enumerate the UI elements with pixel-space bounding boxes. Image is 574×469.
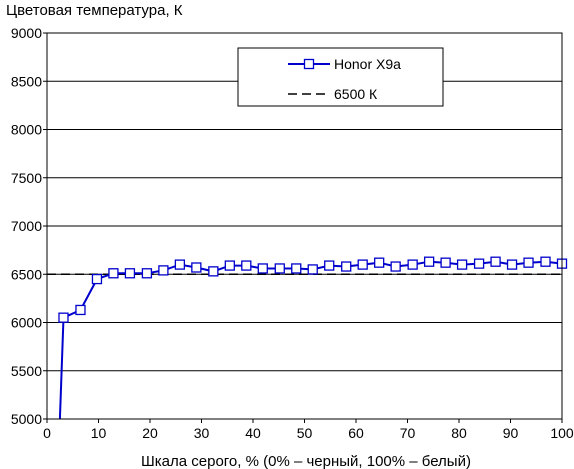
y-tick-label: 8500 bbox=[11, 73, 42, 89]
x-tick-label: 80 bbox=[451, 425, 467, 441]
data-point bbox=[124, 268, 136, 279]
legend-box bbox=[237, 47, 444, 107]
y-tick-label: 7000 bbox=[11, 218, 42, 234]
data-point bbox=[75, 304, 86, 316]
data-point bbox=[108, 268, 119, 279]
data-point bbox=[341, 261, 352, 272]
y-tick-label: 7500 bbox=[11, 170, 42, 186]
data-point bbox=[423, 256, 435, 267]
x-tick-label: 90 bbox=[503, 425, 519, 441]
x-tick-label: 20 bbox=[142, 425, 158, 441]
data-point bbox=[540, 256, 551, 267]
data-point bbox=[506, 259, 518, 270]
series-layer bbox=[47, 256, 568, 420]
x-axis-title: Шкала серого, % (0% – черный, 100% – бел… bbox=[141, 453, 471, 469]
x-tick-label: 50 bbox=[297, 425, 313, 441]
data-point bbox=[357, 259, 368, 270]
x-tick-label: 100 bbox=[550, 425, 574, 441]
data-point bbox=[208, 266, 219, 277]
x-tick-labels: 0 10 20 30 40 50 60 70 80 90 100 bbox=[43, 425, 574, 441]
y-tick-label: 5000 bbox=[11, 411, 42, 427]
legend-marker-honor-x9a bbox=[303, 58, 315, 70]
data-point bbox=[440, 257, 451, 268]
y-tick-label: 6000 bbox=[11, 315, 42, 331]
data-point bbox=[158, 265, 169, 276]
x-tick-label: 70 bbox=[400, 425, 416, 441]
data-point bbox=[374, 257, 385, 268]
data-point bbox=[307, 264, 318, 275]
data-point bbox=[274, 263, 285, 274]
data-point bbox=[91, 273, 103, 285]
data-point bbox=[390, 261, 401, 272]
data-point bbox=[241, 260, 252, 271]
y-axis-title: Цветовая температура, К bbox=[6, 2, 183, 19]
data-point bbox=[473, 258, 485, 269]
legend-label-honor-x9a: Honor X9a bbox=[334, 56, 401, 72]
legend: Honor X9a 6500 К bbox=[237, 47, 444, 107]
y-tick-label: 9000 bbox=[11, 25, 42, 41]
data-point bbox=[224, 260, 235, 271]
data-point bbox=[58, 312, 69, 323]
y-tick-label: 6500 bbox=[11, 266, 42, 282]
data-point bbox=[324, 260, 335, 271]
data-point bbox=[523, 257, 534, 268]
data-point bbox=[456, 259, 468, 270]
x-tick-label: 10 bbox=[91, 425, 107, 441]
data-point bbox=[257, 263, 268, 274]
data-point bbox=[141, 268, 153, 279]
data-point bbox=[291, 263, 302, 274]
y-tick-label: 8000 bbox=[11, 122, 42, 138]
x-tick-label: 60 bbox=[348, 425, 364, 441]
series-line-honor-x9a bbox=[58, 260, 563, 420]
data-point bbox=[407, 259, 418, 270]
x-tick-label: 40 bbox=[245, 425, 261, 441]
y-tick-label: 5500 bbox=[11, 363, 42, 379]
legend-label-6500k: 6500 К bbox=[334, 86, 378, 102]
data-point bbox=[191, 262, 202, 273]
plot-frame bbox=[46, 32, 563, 420]
x-tick-label: 30 bbox=[194, 425, 210, 441]
y-tick-labels: 5000 5500 6000 6500 7000 7500 8000 8500 9000 bbox=[11, 25, 42, 427]
x-tick-label: 0 bbox=[43, 425, 51, 441]
data-point bbox=[490, 256, 501, 267]
data-point bbox=[174, 259, 186, 270]
